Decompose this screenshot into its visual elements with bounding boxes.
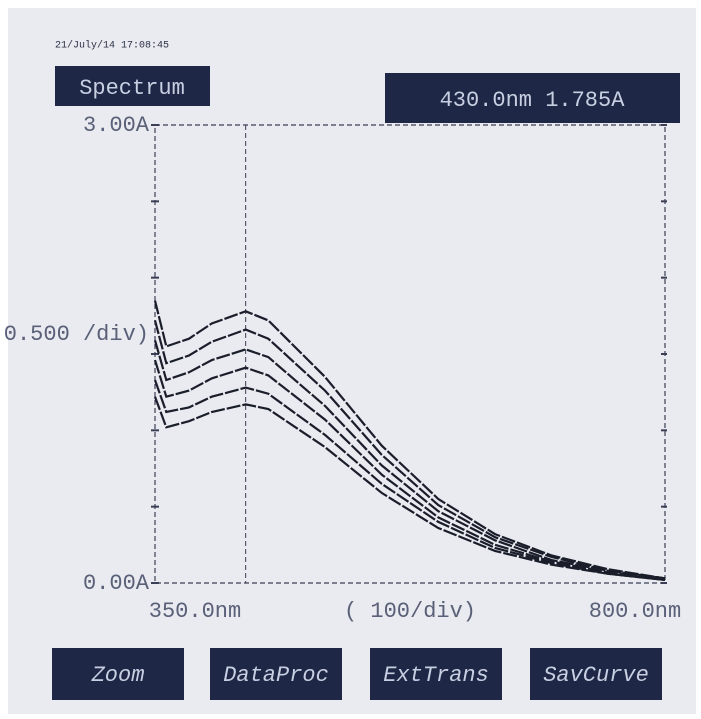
x-tick-label: 800.0nm [589, 599, 681, 624]
mode-box [55, 66, 210, 106]
spectrum-line [153, 300, 666, 580]
mode-label: Spectrum [79, 76, 185, 101]
softkey-label[interactable]: SavCurve [543, 663, 649, 688]
cursor-readout: 430.0nm 1.785A [440, 88, 626, 113]
spectrum-line [153, 379, 666, 581]
softkey[interactable] [52, 648, 184, 700]
y-division-label: (0.500 /div) [0, 322, 149, 347]
x-division-label: ( 100/div) [344, 599, 476, 624]
spectrum-line [153, 359, 666, 581]
softkey[interactable] [370, 648, 502, 700]
timestamp: 21/July/14 17:08:45 [55, 40, 169, 52]
softkey[interactable] [210, 648, 342, 700]
spectrum-line [153, 320, 666, 580]
softkey[interactable] [530, 648, 662, 700]
spectrum-line [153, 339, 666, 580]
y-tick-label: 3.00A [83, 113, 150, 138]
spectrum-line [153, 396, 666, 581]
softkey-label[interactable]: DataProc [223, 663, 329, 688]
screen-bg [8, 8, 696, 714]
x-tick-label: 350.0nm [149, 599, 241, 624]
readout-box [385, 73, 680, 123]
softkey-label[interactable]: Zoom [91, 663, 145, 688]
softkey-label[interactable]: ExtTrans [383, 663, 489, 688]
y-tick-label: 0.00A [83, 571, 150, 596]
